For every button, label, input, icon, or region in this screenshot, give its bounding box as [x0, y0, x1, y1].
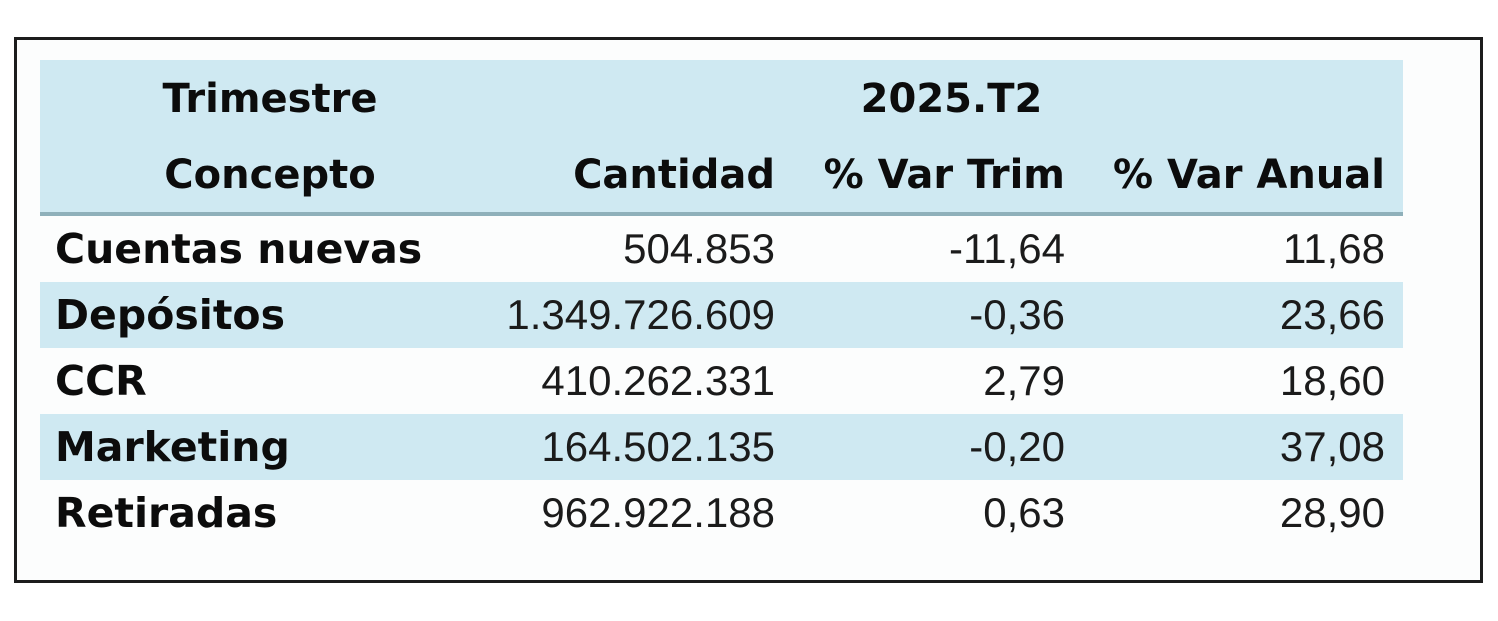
cantidad-cell: 410.262.331: [541, 357, 775, 404]
var-trim-cell: 2,79: [983, 357, 1065, 404]
var-anual-cell: 11,68: [1283, 225, 1385, 272]
cantidad-cell: 962.922.188: [541, 489, 775, 536]
corner-label-concepto: Concepto: [164, 152, 376, 198]
concepto-cell: Retiradas: [55, 488, 278, 537]
var-trim-cell: -11,64: [949, 225, 1065, 272]
column-header-var-anual: % Var Anual: [1112, 152, 1385, 198]
cantidad-cell: 504.853: [623, 225, 775, 272]
var-anual-cell: 37,08: [1279, 423, 1385, 470]
var-anual-cell: 23,66: [1279, 291, 1385, 338]
cantidad-cell: 164.502.135: [541, 423, 775, 470]
table-row-cuentas-nuevas: Cuentas nuevas 504.853 -11,64 11,68: [40, 216, 1403, 282]
cantidad-cell: 1.349.726.609: [506, 291, 775, 338]
table-header: Trimestre 2025.T2 Concepto Cantidad % Va…: [40, 60, 1403, 216]
table-body: Cuentas nuevas 504.853 -11,64 11,68 Depó…: [40, 216, 1403, 546]
concepto-cell: Marketing: [55, 422, 290, 471]
concepto-cell: Depósitos: [55, 290, 285, 339]
var-trim-cell: -0,20: [969, 423, 1065, 470]
table-row-depositos: Depósitos 1.349.726.609 -0,36 23,66: [40, 282, 1403, 348]
table-row-ccr: CCR 410.262.331 2,79 18,60: [40, 348, 1403, 414]
var-anual-cell: 18,60: [1279, 357, 1385, 404]
table-row-marketing: Marketing 164.502.135 -0,20 37,08: [40, 414, 1403, 480]
concepto-cell: CCR: [55, 356, 147, 405]
column-header-var-trim: % Var Trim: [823, 152, 1065, 198]
concepto-cell: Cuentas nuevas: [55, 224, 423, 273]
var-trim-cell: 0,63: [983, 489, 1065, 536]
var-anual-cell: 28,90: [1279, 489, 1385, 536]
column-header-cantidad: Cantidad: [573, 152, 775, 198]
table-header-row-columns: Concepto Cantidad % Var Trim % Var Anual: [40, 138, 1403, 212]
corner-label-trimestre: Trimestre: [162, 76, 378, 122]
report-frame: Trimestre 2025.T2 Concepto Cantidad % Va…: [14, 37, 1483, 583]
quarterly-report-table: Trimestre 2025.T2 Concepto Cantidad % Va…: [40, 60, 1403, 546]
period-label: 2025.T2: [860, 76, 1043, 122]
table-header-row-period: Trimestre 2025.T2: [40, 60, 1403, 138]
table-row-retiradas: Retiradas 962.922.188 0,63 28,90: [40, 480, 1403, 546]
var-trim-cell: -0,36: [969, 291, 1065, 338]
